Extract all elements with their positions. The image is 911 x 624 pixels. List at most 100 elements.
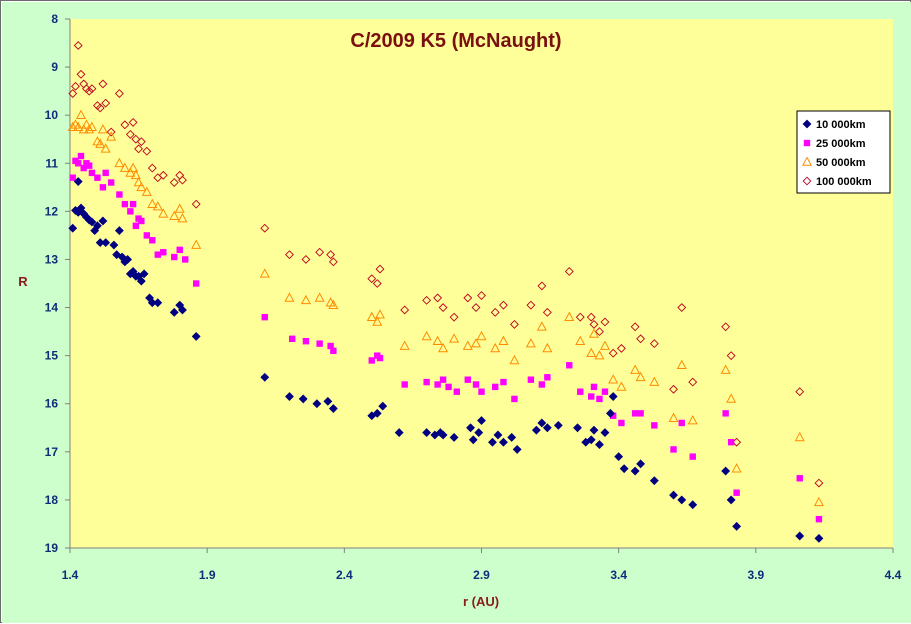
data-point xyxy=(537,281,547,291)
data-point xyxy=(98,79,108,89)
data-point xyxy=(463,293,473,303)
data-point xyxy=(731,463,742,473)
data-point xyxy=(720,364,731,374)
y-tick-label: 10 xyxy=(45,108,59,122)
data-point xyxy=(120,120,130,130)
axes: 8 9 10 11 12 13 14 15 16 17 18 191.4 1.9 2.4 2.9 3.4 3.9… xyxy=(45,12,902,582)
data-point xyxy=(99,184,107,191)
data-point xyxy=(726,393,737,403)
data-point xyxy=(630,322,640,332)
plot-area xyxy=(70,19,893,548)
data-point xyxy=(536,321,547,331)
series-0 xyxy=(68,177,824,543)
data-point xyxy=(97,124,108,134)
data-point xyxy=(474,428,484,438)
data-point xyxy=(618,419,625,427)
data-point xyxy=(500,378,507,386)
data-point xyxy=(589,319,599,329)
y-tick-label: 19 xyxy=(45,541,59,555)
data-point xyxy=(636,459,646,469)
data-point xyxy=(608,392,618,401)
data-point xyxy=(116,191,123,198)
data-point xyxy=(285,250,294,260)
data-point xyxy=(141,186,152,196)
data-point xyxy=(449,432,459,442)
data-point xyxy=(323,396,333,406)
data-point xyxy=(573,423,582,433)
legend-marker xyxy=(802,176,812,186)
data-point xyxy=(438,342,449,353)
y-tick-label: 12 xyxy=(45,204,59,218)
data-point xyxy=(284,292,295,302)
data-point xyxy=(400,305,410,315)
data-point xyxy=(509,319,519,329)
data-point xyxy=(147,163,157,173)
data-point xyxy=(301,255,311,264)
data-point xyxy=(794,431,805,442)
data-point xyxy=(69,174,76,181)
data-point xyxy=(119,162,130,172)
y-tick-label: 9 xyxy=(51,60,58,74)
data-point xyxy=(678,419,685,427)
data-point xyxy=(328,257,338,267)
data-point xyxy=(421,330,432,341)
data-point xyxy=(76,69,86,79)
data-point xyxy=(595,327,604,337)
data-point xyxy=(462,340,473,350)
data-point xyxy=(328,299,339,309)
data-point xyxy=(531,425,541,435)
data-point xyxy=(445,383,452,391)
data-point xyxy=(422,428,432,438)
data-point xyxy=(75,160,82,167)
data-point xyxy=(599,340,610,350)
data-point xyxy=(566,362,573,369)
data-point xyxy=(123,255,133,264)
data-point xyxy=(109,240,119,250)
chart-title: C/2009 K5 (McNaught) xyxy=(350,30,561,52)
data-point xyxy=(449,312,459,322)
y-axis-title: R xyxy=(18,274,28,289)
data-points xyxy=(67,41,824,543)
data-point xyxy=(813,496,824,507)
data-point xyxy=(87,84,97,94)
data-point xyxy=(476,330,487,341)
data-point xyxy=(815,515,823,523)
data-point xyxy=(142,146,152,156)
data-point xyxy=(439,376,447,383)
data-point xyxy=(600,317,610,327)
data-point xyxy=(575,335,586,346)
data-point xyxy=(538,381,546,388)
data-point xyxy=(669,384,678,394)
data-point xyxy=(721,466,731,476)
data-point xyxy=(689,453,696,460)
data-point xyxy=(78,124,89,134)
data-point xyxy=(81,119,92,129)
data-point xyxy=(649,339,659,349)
data-point xyxy=(619,464,629,474)
data-point xyxy=(114,89,124,98)
x-tick-label: 1.4 xyxy=(62,568,79,582)
data-point xyxy=(575,312,585,322)
data-point xyxy=(594,350,605,360)
data-point xyxy=(372,316,383,326)
data-point xyxy=(125,167,136,177)
data-point xyxy=(372,279,382,288)
data-point xyxy=(586,435,596,445)
data-point xyxy=(542,307,552,317)
data-point xyxy=(608,374,619,384)
data-point xyxy=(669,490,678,500)
data-point xyxy=(553,420,563,430)
data-point xyxy=(608,348,618,358)
data-point xyxy=(688,377,698,387)
data-point xyxy=(542,423,552,433)
data-point xyxy=(726,495,736,505)
data-point xyxy=(512,444,522,454)
data-point xyxy=(285,392,294,401)
data-point xyxy=(169,178,179,187)
data-point xyxy=(73,121,84,132)
data-point xyxy=(378,401,388,411)
legend-label: 100 000km xyxy=(816,176,872,188)
data-point xyxy=(527,376,535,383)
data-point xyxy=(478,388,485,395)
data-point xyxy=(143,232,151,239)
